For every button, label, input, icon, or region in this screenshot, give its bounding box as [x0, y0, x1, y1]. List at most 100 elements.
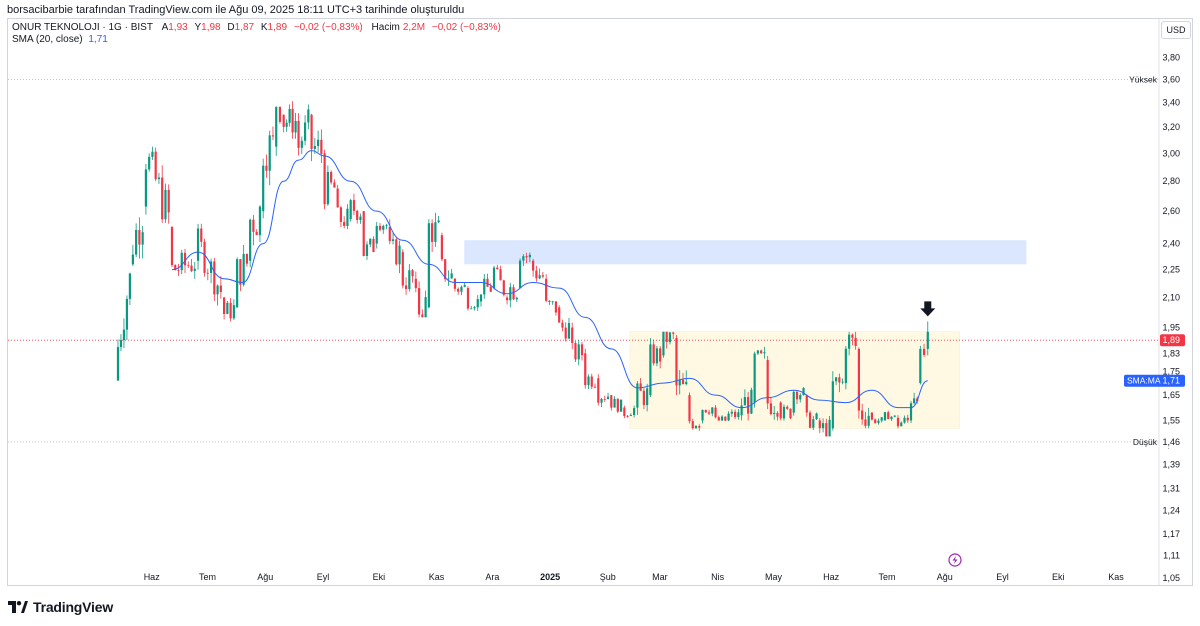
- candle-body: [541, 275, 544, 277]
- time-tick-label: Haz: [144, 572, 161, 582]
- candle-body: [512, 287, 515, 300]
- candle: [463, 282, 466, 288]
- candle-body: [698, 426, 701, 428]
- candle: [870, 412, 874, 421]
- candle-body: [851, 334, 854, 338]
- time-tick-label: Eki: [1052, 572, 1065, 582]
- candle: [616, 398, 619, 413]
- candle-body: [116, 347, 120, 381]
- candle-body: [802, 388, 805, 395]
- candle-body: [310, 114, 313, 150]
- time-tick-label: Tem: [199, 572, 216, 582]
- candle: [913, 392, 916, 405]
- candle: [571, 322, 574, 350]
- candle: [216, 284, 219, 306]
- candle-body: [209, 261, 213, 273]
- tradingview-logo[interactable]: TradingView: [8, 598, 113, 616]
- candle: [730, 409, 733, 417]
- candle-body: [492, 267, 496, 289]
- candle-body: [844, 348, 847, 384]
- candle-body: [870, 412, 874, 420]
- high-label: Y: [194, 22, 202, 33]
- candle-body: [119, 340, 123, 348]
- symbol-label[interactable]: ONUR TEKNOLOJI · 1G · BIST: [12, 22, 153, 33]
- candle-body: [317, 139, 320, 147]
- candle: [122, 318, 126, 349]
- candle: [548, 300, 551, 306]
- candle: [275, 106, 278, 156]
- candle: [457, 287, 460, 295]
- price-axis: 3,80 3,60 3,40 3,20 3,00 2,80 2,60 2,40 2,25 2,10…: [1158, 19, 1180, 585]
- candle: [919, 345, 922, 385]
- candle-body: [408, 270, 411, 290]
- price-tick-label: 1,55: [1162, 415, 1180, 425]
- sma-badge-label: SMA:MA: [1127, 376, 1161, 386]
- candle-body: [779, 402, 782, 419]
- candle-body: [750, 389, 753, 414]
- candle: [343, 216, 346, 229]
- candle-body: [841, 381, 844, 383]
- volume-value: 2,2M: [402, 22, 426, 33]
- candle-body: [558, 307, 561, 323]
- candle: [219, 276, 222, 299]
- close-label: K: [260, 22, 268, 33]
- candle: [541, 271, 544, 279]
- candle: [447, 270, 450, 286]
- open-label: A: [161, 22, 169, 33]
- candle: [303, 115, 307, 146]
- candle: [434, 212, 437, 247]
- candle: [535, 265, 538, 282]
- currency-button[interactable]: USD: [1161, 21, 1191, 39]
- price-tick-label: 2,40: [1162, 239, 1180, 249]
- candle-body: [685, 381, 688, 385]
- candle: [203, 238, 206, 277]
- sma-badge-value: 1,71: [1162, 376, 1180, 386]
- candle: [499, 265, 502, 281]
- candle: [437, 215, 440, 224]
- candle: [330, 170, 333, 185]
- candle: [782, 404, 786, 421]
- candle-body: [808, 412, 812, 428]
- candle: [450, 268, 453, 279]
- candle-body: [646, 388, 649, 406]
- time-tick-label: Ara: [485, 572, 499, 582]
- candle-body: [655, 348, 659, 364]
- candle-body: [213, 261, 216, 295]
- candle: [532, 258, 535, 277]
- candle: [336, 184, 339, 208]
- candle: [629, 413, 632, 417]
- candle-body: [629, 415, 632, 416]
- candle: [818, 418, 821, 434]
- candle-body: [151, 151, 154, 157]
- candle-body: [138, 229, 141, 245]
- candle-body: [424, 297, 427, 318]
- candle: [841, 378, 844, 385]
- candle: [619, 399, 623, 412]
- candle-body: [297, 120, 300, 148]
- candle-body: [135, 229, 138, 255]
- marker-value: 1,46: [1162, 437, 1180, 447]
- candle: [239, 258, 242, 292]
- price-tick-label: 1,65: [1162, 390, 1180, 400]
- price-tick-label: 1,05: [1162, 573, 1180, 583]
- time-tick-label: 2025: [540, 572, 560, 582]
- candle-body: [437, 220, 440, 223]
- candle: [694, 424, 698, 430]
- candle-body: [300, 140, 303, 148]
- sma-legend[interactable]: SMA (20, close) 1,71: [12, 34, 108, 45]
- candle-body: [766, 359, 769, 404]
- candle: [564, 322, 567, 342]
- candle-body: [760, 350, 763, 354]
- candle-body: [564, 327, 567, 339]
- candle-body: [294, 120, 297, 133]
- candle: [678, 370, 681, 395]
- candle-body: [577, 344, 580, 360]
- candle-body: [909, 403, 913, 421]
- candle: [808, 410, 812, 429]
- candle-body: [131, 254, 134, 265]
- candle-body: [190, 265, 193, 271]
- candle-body: [864, 419, 867, 426]
- price-tick-label: 3,40: [1162, 98, 1180, 108]
- candle-body: [919, 348, 922, 384]
